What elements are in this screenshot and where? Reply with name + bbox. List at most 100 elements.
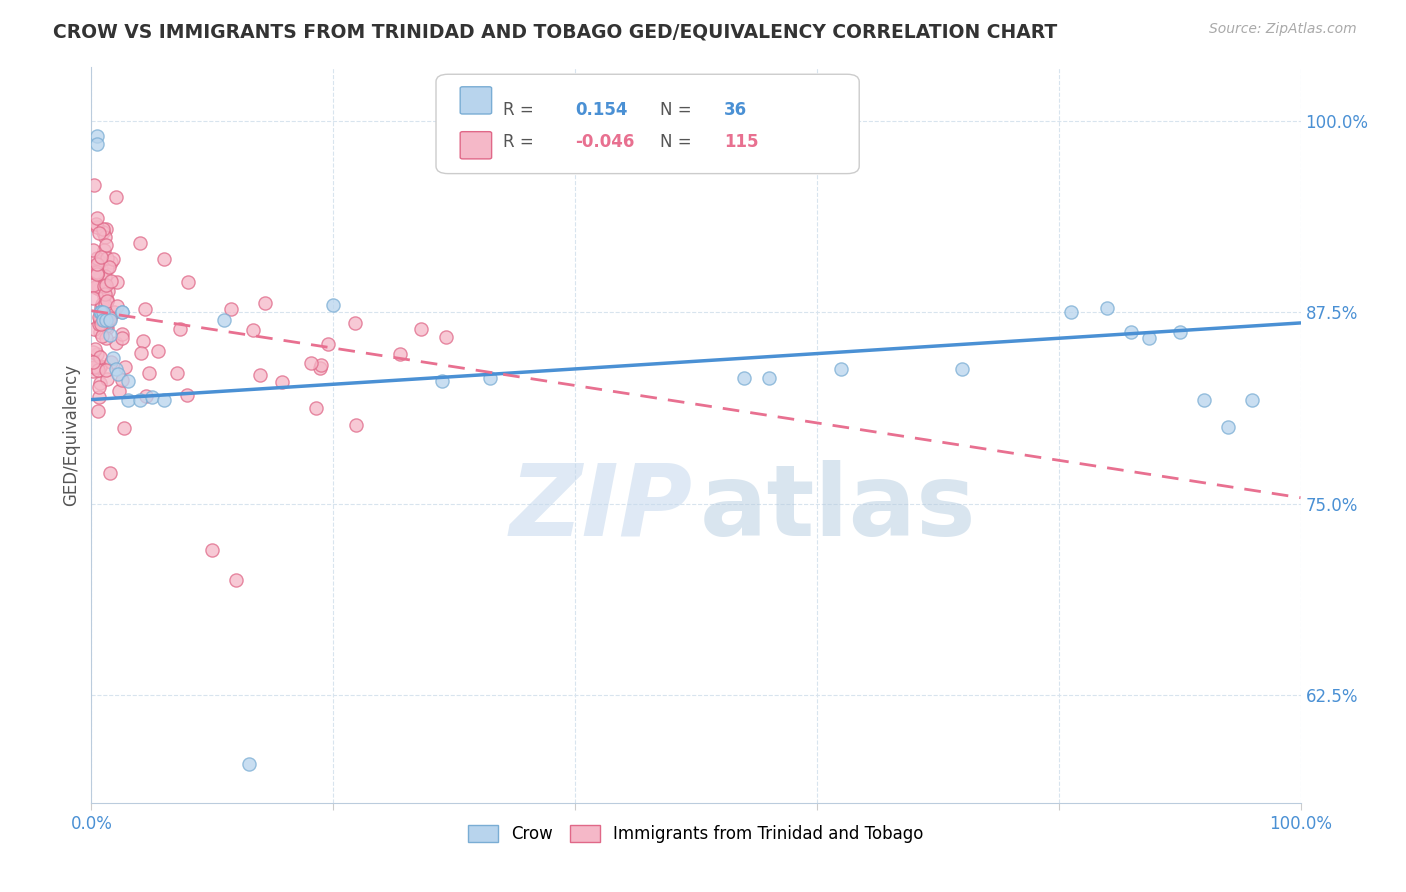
Point [83,178,105,193]
Point [89,227,111,241]
Point [86,136,108,151]
Text: atlas: atlas [700,460,976,557]
Point [94,363,117,377]
Point [86,360,108,375]
Point [103,305,125,319]
Point [90,261,112,276]
Point [134,301,156,316]
Text: CROW VS IMMIGRANTS FROM TRINIDAD AND TOBAGO GED/EQUIVALENCY CORRELATION CHART: CROW VS IMMIGRANTS FROM TRINIDAD AND TOB… [53,22,1057,41]
Point [758,371,780,385]
FancyBboxPatch shape [436,74,859,174]
Legend: Crow, Immigrants from Trinidad and Tobago: Crow, Immigrants from Trinidad and Tobag… [461,818,931,850]
Point [84,217,107,231]
Point [96,331,118,345]
Point [1168,325,1191,339]
Point [86,265,108,279]
Point [82,291,104,305]
Point [107,367,129,381]
Point [82,363,104,377]
Point [254,296,277,310]
Point [249,368,271,382]
Point [83,359,105,374]
Point [128,236,150,251]
Point [1241,392,1264,407]
Point [93,269,115,284]
Point [104,190,127,204]
Point [86,219,108,234]
Point [96,293,118,308]
Point [86,128,108,143]
Point [111,373,134,387]
Point [479,371,502,385]
Point [96,293,118,307]
Point [141,390,163,404]
Point [84,279,107,293]
Point [104,335,127,350]
Point [94,313,117,327]
Point [105,276,128,290]
Point [100,466,122,480]
Point [1121,325,1143,339]
Point [89,359,111,373]
Point [87,278,110,293]
Point [94,287,117,301]
Point [82,344,104,359]
Point [87,390,110,404]
Point [90,251,112,265]
Point [111,305,132,319]
Point [322,297,344,311]
Point [100,274,122,288]
Point [86,267,108,281]
Text: Source: ZipAtlas.com: Source: ZipAtlas.com [1209,22,1357,37]
Text: R =: R = [502,101,533,119]
Point [83,260,105,274]
Point [91,222,114,236]
Point [111,331,134,345]
Text: 115: 115 [724,133,758,151]
Point [100,255,122,269]
Point [82,243,104,257]
Point [344,417,367,432]
Point [97,285,120,299]
Point [91,329,114,343]
Point [86,257,108,271]
Point [89,325,111,339]
Point [89,260,111,275]
Point [1216,420,1239,434]
Point [105,299,128,313]
Point [89,312,111,326]
Point [89,317,111,331]
Text: R =: R = [502,133,533,151]
Point [87,282,110,296]
Point [225,574,247,588]
Text: 36: 36 [724,101,747,119]
Point [117,374,139,388]
Point [94,229,117,244]
Text: ZIP: ZIP [509,460,692,557]
Point [84,343,107,357]
Point [270,375,292,389]
Point [830,362,852,376]
Point [83,322,105,336]
Point [132,334,155,349]
Point [91,318,114,332]
Point [94,238,117,252]
Point [388,347,411,361]
Point [97,314,120,328]
Point [86,257,108,271]
Point [103,252,125,266]
Point [950,362,973,376]
Point [97,260,120,274]
Point [86,267,108,281]
Point [111,305,132,319]
Point [91,297,114,311]
Point [82,355,104,369]
Point [299,356,322,370]
Point [91,226,114,240]
Point [89,360,111,375]
Point [148,344,170,359]
Point [96,372,118,386]
Point [86,404,108,418]
Point [316,337,339,351]
Point [104,362,127,376]
